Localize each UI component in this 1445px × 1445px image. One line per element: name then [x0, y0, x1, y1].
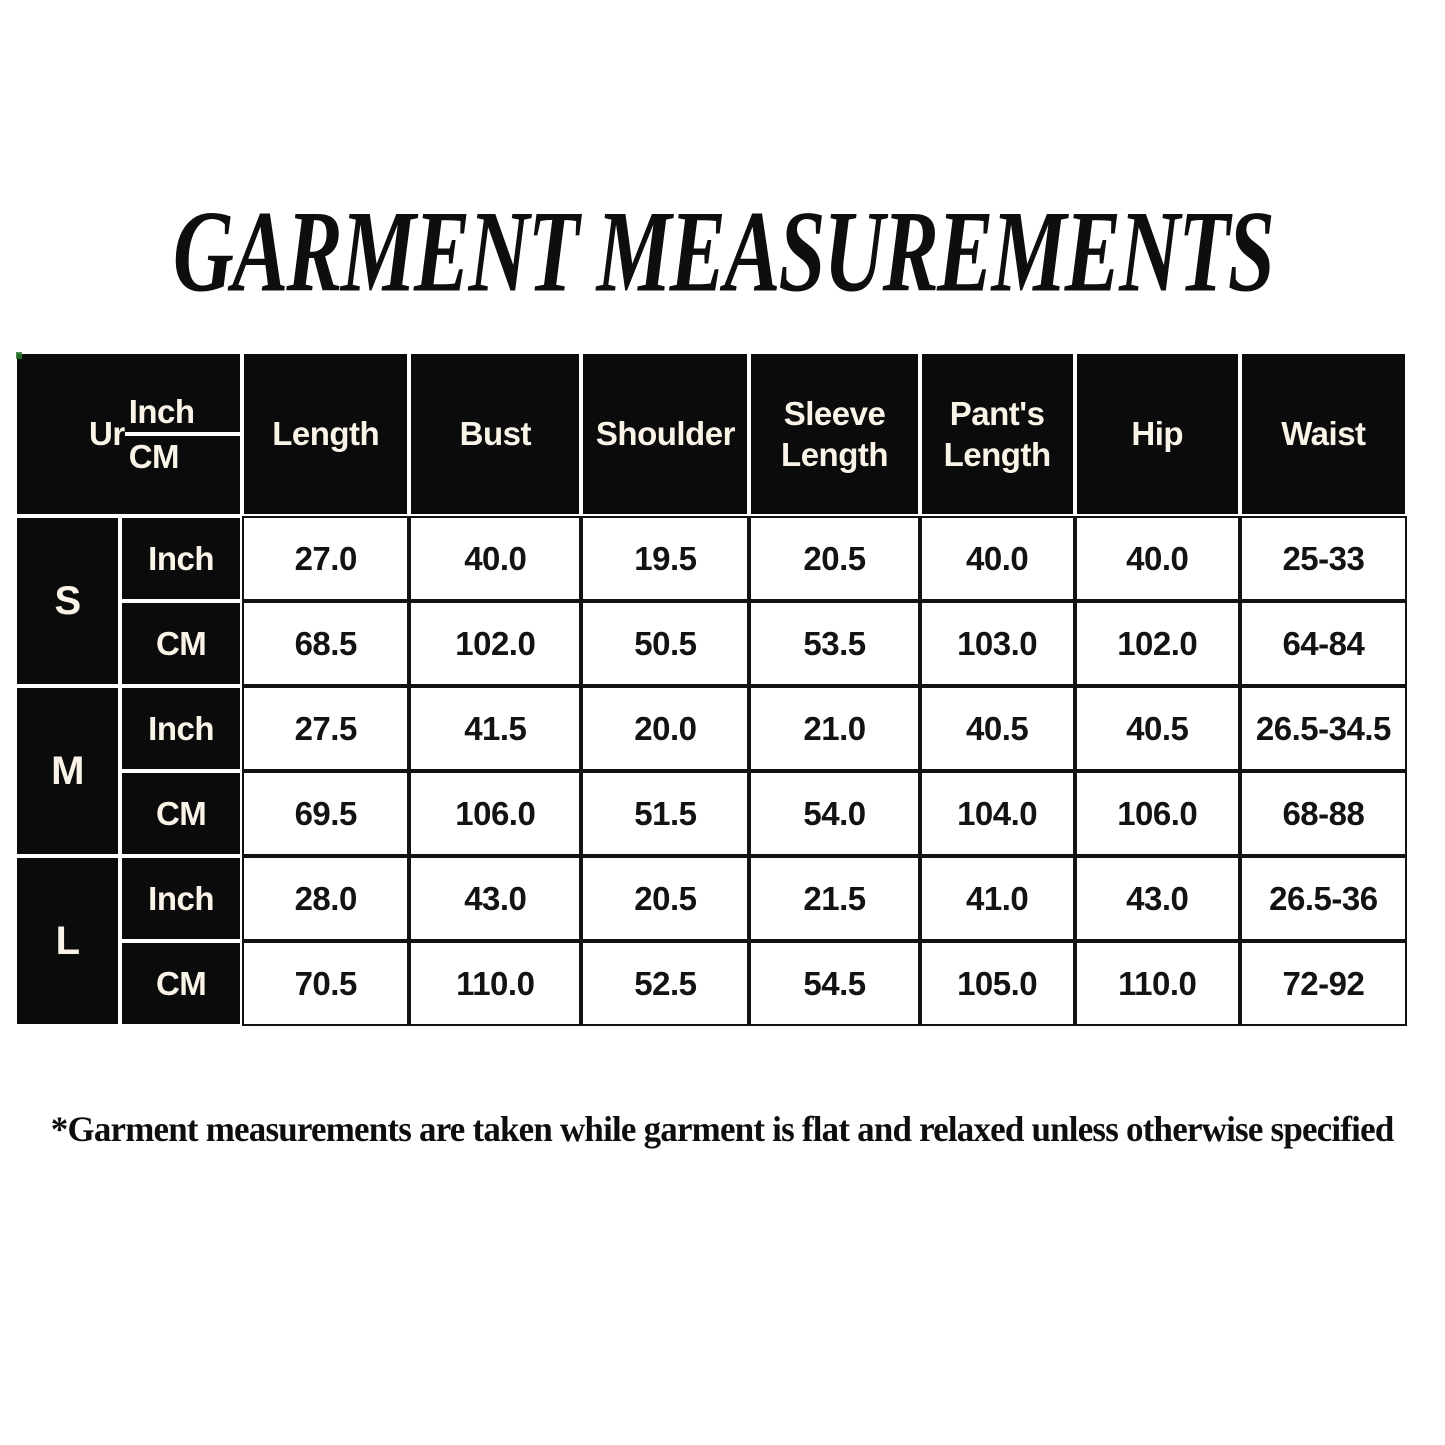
- measurement-cell: 72-92: [1239, 941, 1407, 1026]
- unit-corner-cell: Ur Inch CM: [15, 352, 243, 516]
- measurement-cell: 69.5: [242, 771, 410, 856]
- table-row: CM 68.5 102.0 50.5 53.5 103.0 102.0 64-8…: [15, 601, 1407, 686]
- measurement-cell: 54.5: [749, 941, 920, 1026]
- size-chart-table: Ur Inch CM Length Bust Shoulder Sleeve L…: [15, 352, 1407, 1026]
- measurement-cell: 106.0: [1074, 771, 1240, 856]
- measurement-cell: 43.0: [1074, 856, 1240, 941]
- unit-label-inch: Inch: [120, 856, 243, 941]
- measurement-cell: 50.5: [581, 601, 750, 686]
- table-header-row: Ur Inch CM Length Bust Shoulder Sleeve L…: [15, 352, 1407, 516]
- measurement-cell: 106.0: [409, 771, 582, 856]
- column-header-hip: Hip: [1074, 352, 1240, 516]
- measurement-cell: 41.5: [409, 686, 582, 771]
- measurement-cell: 20.0: [581, 686, 750, 771]
- measurement-cell: 21.0: [749, 686, 920, 771]
- measurement-cell: 53.5: [749, 601, 920, 686]
- measurement-cell: 102.0: [409, 601, 582, 686]
- size-label-s: S: [15, 516, 121, 686]
- measurement-cell: 40.0: [919, 516, 1075, 601]
- column-header-pants-length: Pant's Length: [919, 352, 1075, 516]
- footnote-container: *Garment measurements are taken while ga…: [0, 1108, 1445, 1150]
- unit-corner-label: Ur: [89, 415, 125, 453]
- footnote-text: *Garment measurements are taken while ga…: [51, 1109, 1394, 1149]
- unit-label-inch: Inch: [120, 686, 243, 771]
- table-row: L Inch 28.0 43.0 20.5 21.5 41.0 43.0 26.…: [15, 856, 1407, 1026]
- measurement-cell: 25-33: [1239, 516, 1407, 601]
- measurement-cell: 102.0: [1074, 601, 1240, 686]
- measurement-cell: 110.0: [409, 941, 582, 1026]
- measurement-cell: 103.0: [919, 601, 1075, 686]
- measurement-cell: 26.5-34.5: [1239, 686, 1407, 771]
- column-header-waist: Waist: [1239, 352, 1407, 516]
- column-header-bust: Bust: [409, 352, 582, 516]
- measurement-cell: 68.5: [242, 601, 410, 686]
- measurement-cell: 40.0: [409, 516, 582, 601]
- unit-cm-label: CM: [128, 438, 180, 475]
- unit-corner-inner: Ur Inch CM: [17, 391, 241, 478]
- table-row: CM 70.5 110.0 52.5 54.5 105.0 110.0 72-9…: [15, 941, 1407, 1026]
- size-chart-container: Ur Inch CM Length Bust Shoulder Sleeve L…: [15, 352, 1407, 1026]
- measurement-cell: 20.5: [581, 856, 750, 941]
- size-label-m: M: [15, 686, 121, 856]
- measurement-cell: 27.0: [242, 516, 410, 601]
- measurement-cell: 54.0: [749, 771, 920, 856]
- measurement-cell: 52.5: [581, 941, 750, 1026]
- measurement-cell: 27.5: [242, 686, 410, 771]
- table-row: M Inch 27.5 41.5 20.0 21.0 40.5 40.5 26.…: [15, 686, 1407, 856]
- measurement-cell: 43.0: [409, 856, 582, 941]
- measurement-cell: 40.0: [1074, 516, 1240, 601]
- measurement-cell: 105.0: [919, 941, 1075, 1026]
- measurement-cell: 70.5: [242, 941, 410, 1026]
- size-label-l: L: [15, 856, 121, 1026]
- fraction-divider-line: [124, 432, 241, 436]
- measurement-cell: 64-84: [1239, 601, 1407, 686]
- measurement-cell: 28.0: [242, 856, 410, 941]
- measurement-cell: 68-88: [1239, 771, 1407, 856]
- measurement-cell: 21.5: [749, 856, 920, 941]
- unit-label-cm: CM: [120, 771, 243, 856]
- measurement-cell: 51.5: [581, 771, 750, 856]
- measurement-cell: 26.5-36: [1239, 856, 1407, 941]
- unit-label-cm: CM: [120, 941, 243, 1026]
- page-title: GARMENT MEASUREMENTS: [172, 188, 1274, 317]
- measurement-cell: 20.5: [749, 516, 920, 601]
- measurement-cell: 104.0: [919, 771, 1075, 856]
- measurement-cell: 19.5: [581, 516, 750, 601]
- table-row: CM 69.5 106.0 51.5 54.0 104.0 106.0 68-8…: [15, 771, 1407, 856]
- page-title-container: GARMENT MEASUREMENTS: [0, 186, 1445, 317]
- unit-label-inch: Inch: [120, 516, 243, 601]
- measurement-cell: 41.0: [919, 856, 1075, 941]
- scan-artifact-pixel: [16, 352, 22, 359]
- measurement-cell: 110.0: [1074, 941, 1240, 1026]
- unit-label-cm: CM: [120, 601, 243, 686]
- measurement-cell: 40.5: [919, 686, 1075, 771]
- measurement-cell: 40.5: [1074, 686, 1240, 771]
- unit-inch-label: Inch: [128, 392, 195, 430]
- column-header-length: Length: [242, 352, 410, 516]
- table-row: S Inch 27.0 40.0 19.5 20.5 40.0 40.0 25-…: [15, 516, 1407, 686]
- column-header-sleeve-length: Sleeve Length: [749, 352, 920, 516]
- unit-fraction: Inch CM: [124, 391, 241, 478]
- column-header-shoulder: Shoulder: [581, 352, 750, 516]
